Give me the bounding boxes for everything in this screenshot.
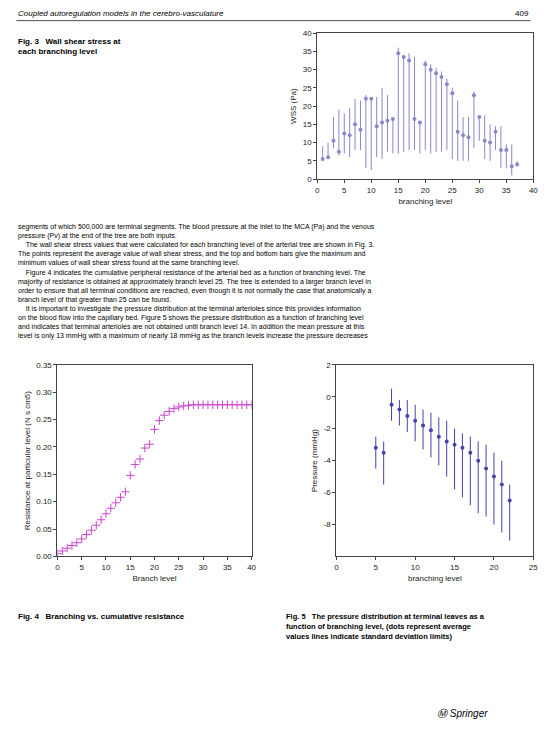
svg-text:WSS (Pa): WSS (Pa) bbox=[289, 88, 298, 124]
svg-text:0: 0 bbox=[315, 186, 320, 195]
svg-text:35: 35 bbox=[502, 186, 511, 195]
svg-text:40: 40 bbox=[529, 186, 538, 195]
svg-text:20: 20 bbox=[421, 186, 430, 195]
svg-text:-4: -4 bbox=[324, 456, 332, 465]
svg-text:10: 10 bbox=[102, 563, 111, 572]
svg-text:40: 40 bbox=[303, 29, 312, 38]
svg-text:0: 0 bbox=[55, 563, 60, 572]
svg-text:0.35: 0.35 bbox=[36, 361, 52, 370]
svg-text:2: 2 bbox=[326, 361, 331, 370]
svg-text:30: 30 bbox=[475, 186, 484, 195]
svg-text:branching level: branching level bbox=[398, 197, 452, 206]
svg-text:Ⓜ Springer: Ⓜ Springer bbox=[437, 708, 488, 719]
svg-text:10: 10 bbox=[303, 138, 312, 147]
svg-text:25: 25 bbox=[174, 563, 183, 572]
svg-text:15: 15 bbox=[394, 186, 403, 195]
svg-text:Resistance at particular level: Resistance at particular level (N s cm5) bbox=[23, 391, 32, 530]
svg-text:branching level: branching level bbox=[408, 574, 462, 583]
svg-text:segments of which 500,000 are: segments of which 500,000 are terminal s… bbox=[18, 223, 375, 340]
svg-text:409: 409 bbox=[515, 9, 529, 18]
svg-text:0: 0 bbox=[334, 563, 339, 572]
svg-text:40: 40 bbox=[247, 563, 256, 572]
svg-text:0.30: 0.30 bbox=[36, 388, 52, 397]
svg-text:-2: -2 bbox=[324, 424, 332, 433]
svg-text:0: 0 bbox=[326, 393, 331, 402]
svg-text:Fig. 3 Wall shear stress ate: Fig. 3 Wall shear stress ateach branchin… bbox=[18, 37, 121, 56]
svg-text:15: 15 bbox=[303, 120, 312, 129]
svg-text:20: 20 bbox=[150, 563, 159, 572]
svg-text:5: 5 bbox=[342, 186, 347, 195]
svg-text:15: 15 bbox=[126, 563, 135, 572]
svg-text:0.25: 0.25 bbox=[36, 415, 52, 424]
svg-text:0.20: 0.20 bbox=[36, 443, 52, 452]
svg-text:25: 25 bbox=[448, 186, 457, 195]
svg-text:35: 35 bbox=[223, 563, 232, 572]
svg-text:0.05: 0.05 bbox=[36, 525, 52, 534]
svg-text:Branch level: Branch level bbox=[133, 574, 177, 583]
svg-text:25: 25 bbox=[529, 563, 538, 572]
svg-text:15: 15 bbox=[450, 563, 459, 572]
svg-text:20: 20 bbox=[489, 563, 498, 572]
svg-text:Pressure (mmHg): Pressure (mmHg) bbox=[310, 429, 319, 492]
svg-text:35: 35 bbox=[303, 47, 312, 56]
svg-text:0.00: 0.00 bbox=[36, 552, 52, 561]
svg-text:30: 30 bbox=[199, 563, 208, 572]
svg-text:Fig. 5 The pressure distribu: Fig. 5 The pressure distribution at term… bbox=[286, 612, 485, 641]
svg-text:25: 25 bbox=[303, 84, 312, 93]
svg-text:20: 20 bbox=[303, 102, 312, 111]
svg-text:Fig. 4 Branching vs. cumulat: Fig. 4 Branching vs. cumulative resistan… bbox=[18, 612, 185, 621]
svg-text:-8: -8 bbox=[324, 520, 332, 529]
svg-text:0.10: 0.10 bbox=[36, 497, 52, 506]
svg-text:10: 10 bbox=[367, 186, 376, 195]
svg-text:0.15: 0.15 bbox=[36, 470, 52, 479]
svg-text:5: 5 bbox=[307, 157, 312, 166]
svg-text:5: 5 bbox=[374, 563, 379, 572]
svg-text:30: 30 bbox=[303, 65, 312, 74]
svg-text:0: 0 bbox=[307, 175, 312, 184]
svg-text:10: 10 bbox=[411, 563, 420, 572]
svg-text:-6: -6 bbox=[324, 488, 332, 497]
svg-text:5: 5 bbox=[79, 563, 84, 572]
svg-text:Coupled autoregulation models: Coupled autoregulation models in the cer… bbox=[18, 9, 224, 18]
